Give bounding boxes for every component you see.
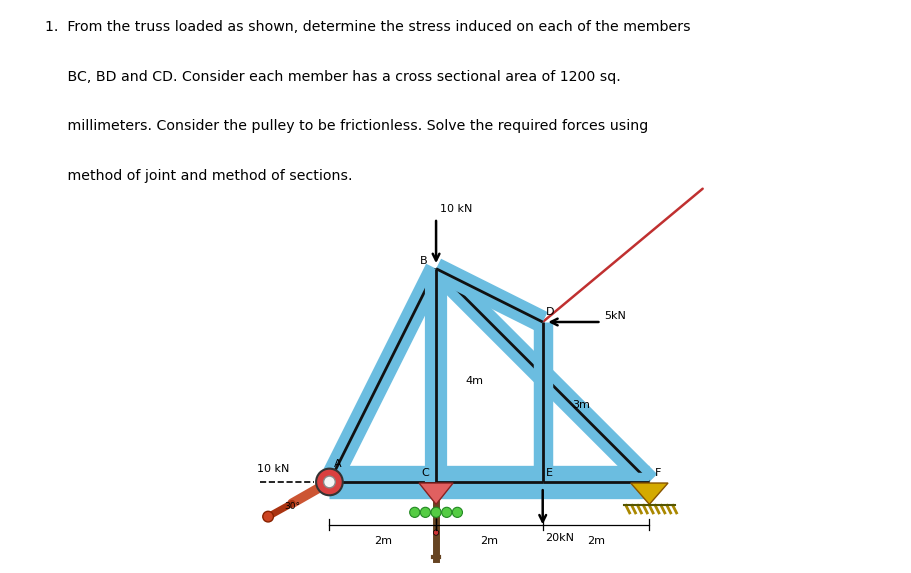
- Text: 10 kN: 10 kN: [440, 205, 472, 214]
- Text: 2m: 2m: [480, 536, 497, 546]
- Text: B: B: [420, 256, 427, 266]
- Circle shape: [441, 507, 451, 517]
- Text: 20kN: 20kN: [545, 533, 574, 543]
- Text: F: F: [654, 468, 660, 477]
- Circle shape: [316, 469, 343, 495]
- Circle shape: [262, 511, 273, 522]
- Text: A: A: [333, 459, 341, 469]
- Text: 4m: 4m: [465, 376, 483, 386]
- Text: C: C: [421, 468, 428, 477]
- Text: millimeters. Consider the pulley to be frictionless. Solve the required forces u: millimeters. Consider the pulley to be f…: [45, 119, 648, 134]
- Text: D: D: [546, 307, 554, 316]
- Polygon shape: [630, 483, 667, 504]
- Text: 3m: 3m: [571, 399, 589, 410]
- Circle shape: [409, 507, 419, 517]
- Text: 10 kN: 10 kN: [257, 464, 290, 474]
- Polygon shape: [418, 483, 453, 504]
- Circle shape: [431, 507, 441, 517]
- Text: 2m: 2m: [374, 536, 392, 546]
- Text: 30°: 30°: [284, 501, 300, 511]
- Text: method of joint and method of sections.: method of joint and method of sections.: [45, 169, 353, 183]
- Text: 2m: 2m: [587, 536, 604, 546]
- Circle shape: [323, 476, 335, 488]
- Text: 1.  From the truss loaded as shown, determine the stress induced on each of the : 1. From the truss loaded as shown, deter…: [45, 21, 690, 34]
- Circle shape: [420, 507, 430, 517]
- Circle shape: [433, 530, 438, 535]
- Text: 5kN: 5kN: [603, 311, 625, 321]
- Circle shape: [452, 507, 462, 517]
- Text: BC, BD and CD. Consider each member has a cross sectional area of 1200 sq.: BC, BD and CD. Consider each member has …: [45, 70, 620, 84]
- Text: E: E: [546, 468, 552, 477]
